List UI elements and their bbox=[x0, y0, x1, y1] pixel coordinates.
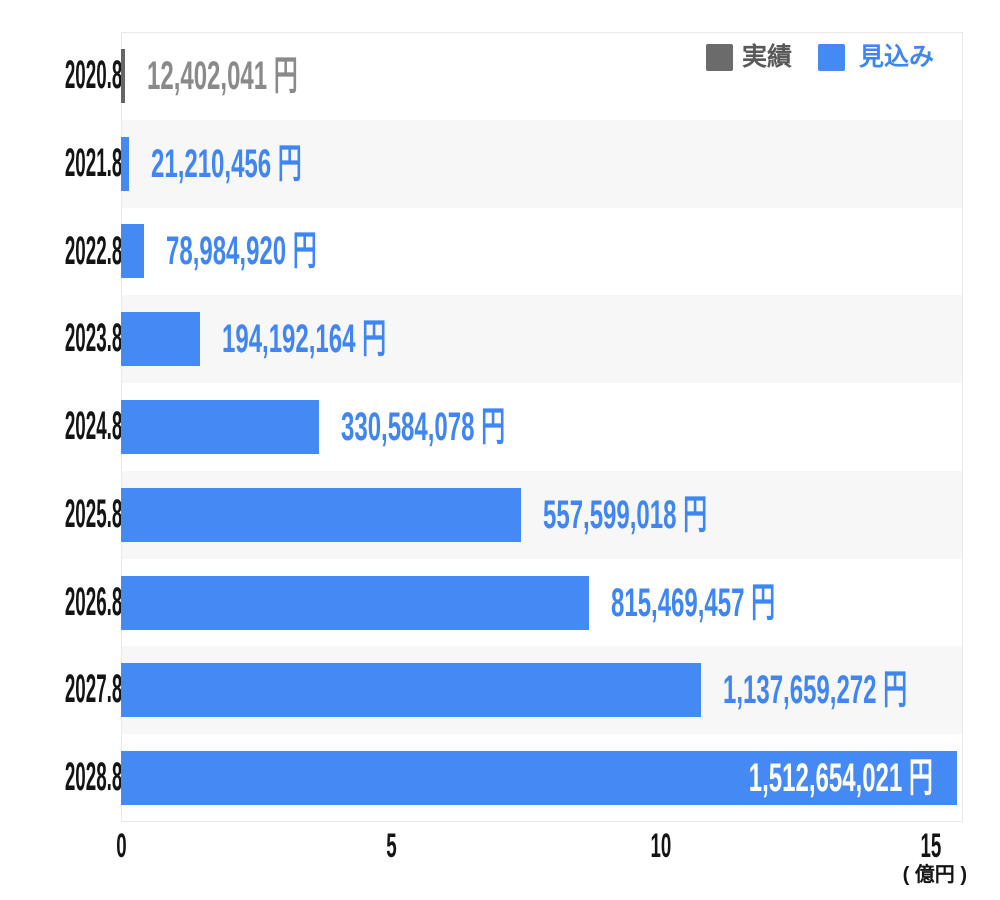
value-label: 330,584,078 円 bbox=[341, 405, 506, 449]
category-label: 2028.8 bbox=[64, 755, 123, 800]
bar-forecast bbox=[121, 575, 589, 630]
legend-swatch-actual-icon bbox=[706, 44, 733, 71]
bar-forecast bbox=[121, 400, 319, 454]
category-label: 2023.8 bbox=[64, 316, 123, 361]
legend-label-actual: 実績 bbox=[742, 43, 793, 71]
category-label: 2021.8 bbox=[64, 140, 123, 185]
row-stripe bbox=[122, 119, 962, 208]
category-label: 2026.8 bbox=[64, 579, 123, 624]
bar-forecast bbox=[121, 663, 701, 718]
x-tick-label: 10 bbox=[650, 827, 672, 865]
legend-label-forecast: 見込み bbox=[859, 43, 935, 71]
value-label: 815,469,457 円 bbox=[611, 580, 776, 625]
bar-actual bbox=[121, 48, 125, 103]
value-label: 78,984,920 円 bbox=[166, 229, 317, 274]
category-label: 2022.8 bbox=[64, 228, 123, 273]
value-label: 194,192,164 円 bbox=[222, 317, 387, 362]
row-stripe bbox=[122, 295, 962, 384]
category-label: 2027.8 bbox=[64, 667, 123, 712]
bar-forecast bbox=[121, 136, 129, 191]
value-label: 557,599,018 円 bbox=[543, 492, 708, 537]
value-label: 1,137,659,272 円 bbox=[723, 668, 908, 713]
x-axis-unit-label: ( 億円 ) bbox=[902, 864, 967, 886]
category-label: 2024.8 bbox=[64, 404, 123, 449]
category-label: 2025.8 bbox=[64, 491, 123, 536]
x-tick-label: 5 bbox=[385, 827, 397, 865]
legend-swatch-forecast-icon bbox=[818, 44, 845, 71]
x-tick-label: 0 bbox=[115, 827, 127, 865]
value-label: 21,210,456 円 bbox=[151, 141, 302, 186]
value-label: 1,512,654,021 円 bbox=[748, 756, 933, 801]
bar-forecast bbox=[121, 224, 144, 279]
bar-forecast bbox=[121, 751, 957, 806]
bar-forecast bbox=[121, 487, 521, 542]
value-label: 12,402,041 円 bbox=[147, 53, 298, 98]
x-tick-label: 15 bbox=[920, 827, 942, 865]
bar-forecast bbox=[121, 312, 200, 367]
category-label: 2020.8 bbox=[64, 53, 123, 97]
